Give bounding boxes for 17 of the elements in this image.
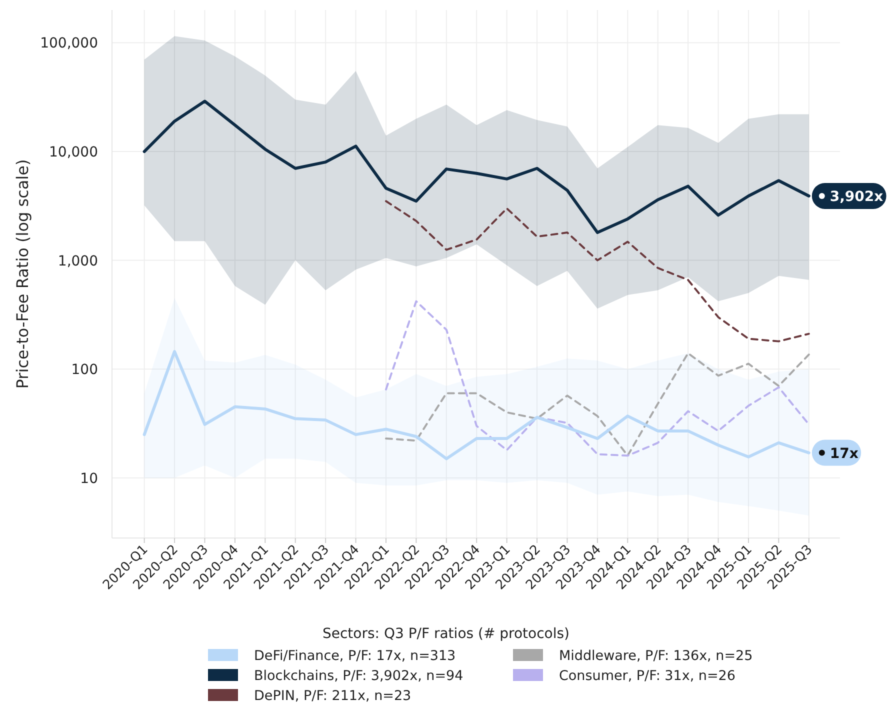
- legend-label: Blockchains, P/F: 3,902x, n=94: [254, 668, 464, 684]
- y-axis-title: Price-to-Fee Ratio (log scale): [13, 159, 32, 389]
- annotation: 17x: [830, 446, 858, 462]
- legend-label: Middleware, P/F: 136x, n=25: [559, 648, 753, 664]
- y-tick-label: 100,000: [40, 36, 98, 52]
- annotation: 3,902x: [830, 188, 884, 205]
- line-series: [384, 200, 810, 342]
- y-tick-label: 10: [80, 470, 98, 487]
- legend-label: DePIN, P/F: 211x, n=23: [254, 688, 412, 704]
- y-tick-label: 1,000: [58, 253, 98, 270]
- legend-title: Sectors: Q3 P/F ratios (# protocols): [322, 626, 570, 642]
- line-series: [384, 300, 810, 457]
- y-tick-label: 10,000: [49, 144, 98, 161]
- legend-label: Consumer, P/F: 31x, n=26: [559, 668, 736, 684]
- y-tick-label: 100: [71, 362, 98, 378]
- legend-label: DeFi/Finance, P/F: 17x, n=313: [254, 648, 456, 664]
- line-series: [384, 352, 810, 457]
